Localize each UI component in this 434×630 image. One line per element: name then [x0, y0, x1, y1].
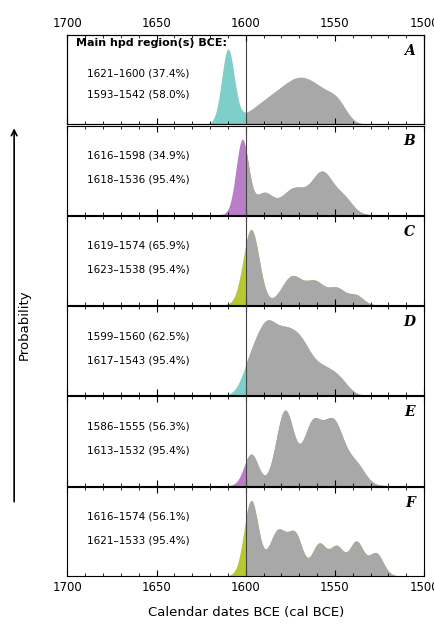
Text: 1619–1574 (65.9%): 1619–1574 (65.9%) [87, 241, 189, 251]
Text: 1621–1600 (37.4%): 1621–1600 (37.4%) [87, 68, 189, 78]
Text: 1586–1555 (56.3%): 1586–1555 (56.3%) [87, 421, 189, 432]
Text: Main hpd region(s) BCE:: Main hpd region(s) BCE: [76, 38, 227, 48]
Text: 1599–1560 (62.5%): 1599–1560 (62.5%) [87, 331, 189, 341]
Text: B: B [402, 134, 414, 149]
Text: 1623–1538 (95.4%): 1623–1538 (95.4%) [87, 265, 189, 275]
Text: 1613–1532 (95.4%): 1613–1532 (95.4%) [87, 445, 189, 455]
Text: C: C [403, 225, 414, 239]
Text: Probability: Probability [17, 289, 30, 360]
Text: 1617–1543 (95.4%): 1617–1543 (95.4%) [87, 355, 189, 365]
Text: A: A [404, 44, 414, 58]
Text: 1616–1574 (56.1%): 1616–1574 (56.1%) [87, 512, 189, 522]
Text: Calendar dates BCE (cal BCE): Calendar dates BCE (cal BCE) [147, 605, 343, 619]
Text: D: D [402, 315, 414, 329]
Text: F: F [404, 496, 414, 510]
Text: 1618–1536 (95.4%): 1618–1536 (95.4%) [87, 175, 189, 185]
Text: 1616–1598 (34.9%): 1616–1598 (34.9%) [87, 151, 189, 161]
Text: E: E [404, 405, 414, 420]
Text: 1621–1533 (95.4%): 1621–1533 (95.4%) [87, 536, 189, 546]
Text: 1593–1542 (58.0%): 1593–1542 (58.0%) [87, 89, 189, 100]
